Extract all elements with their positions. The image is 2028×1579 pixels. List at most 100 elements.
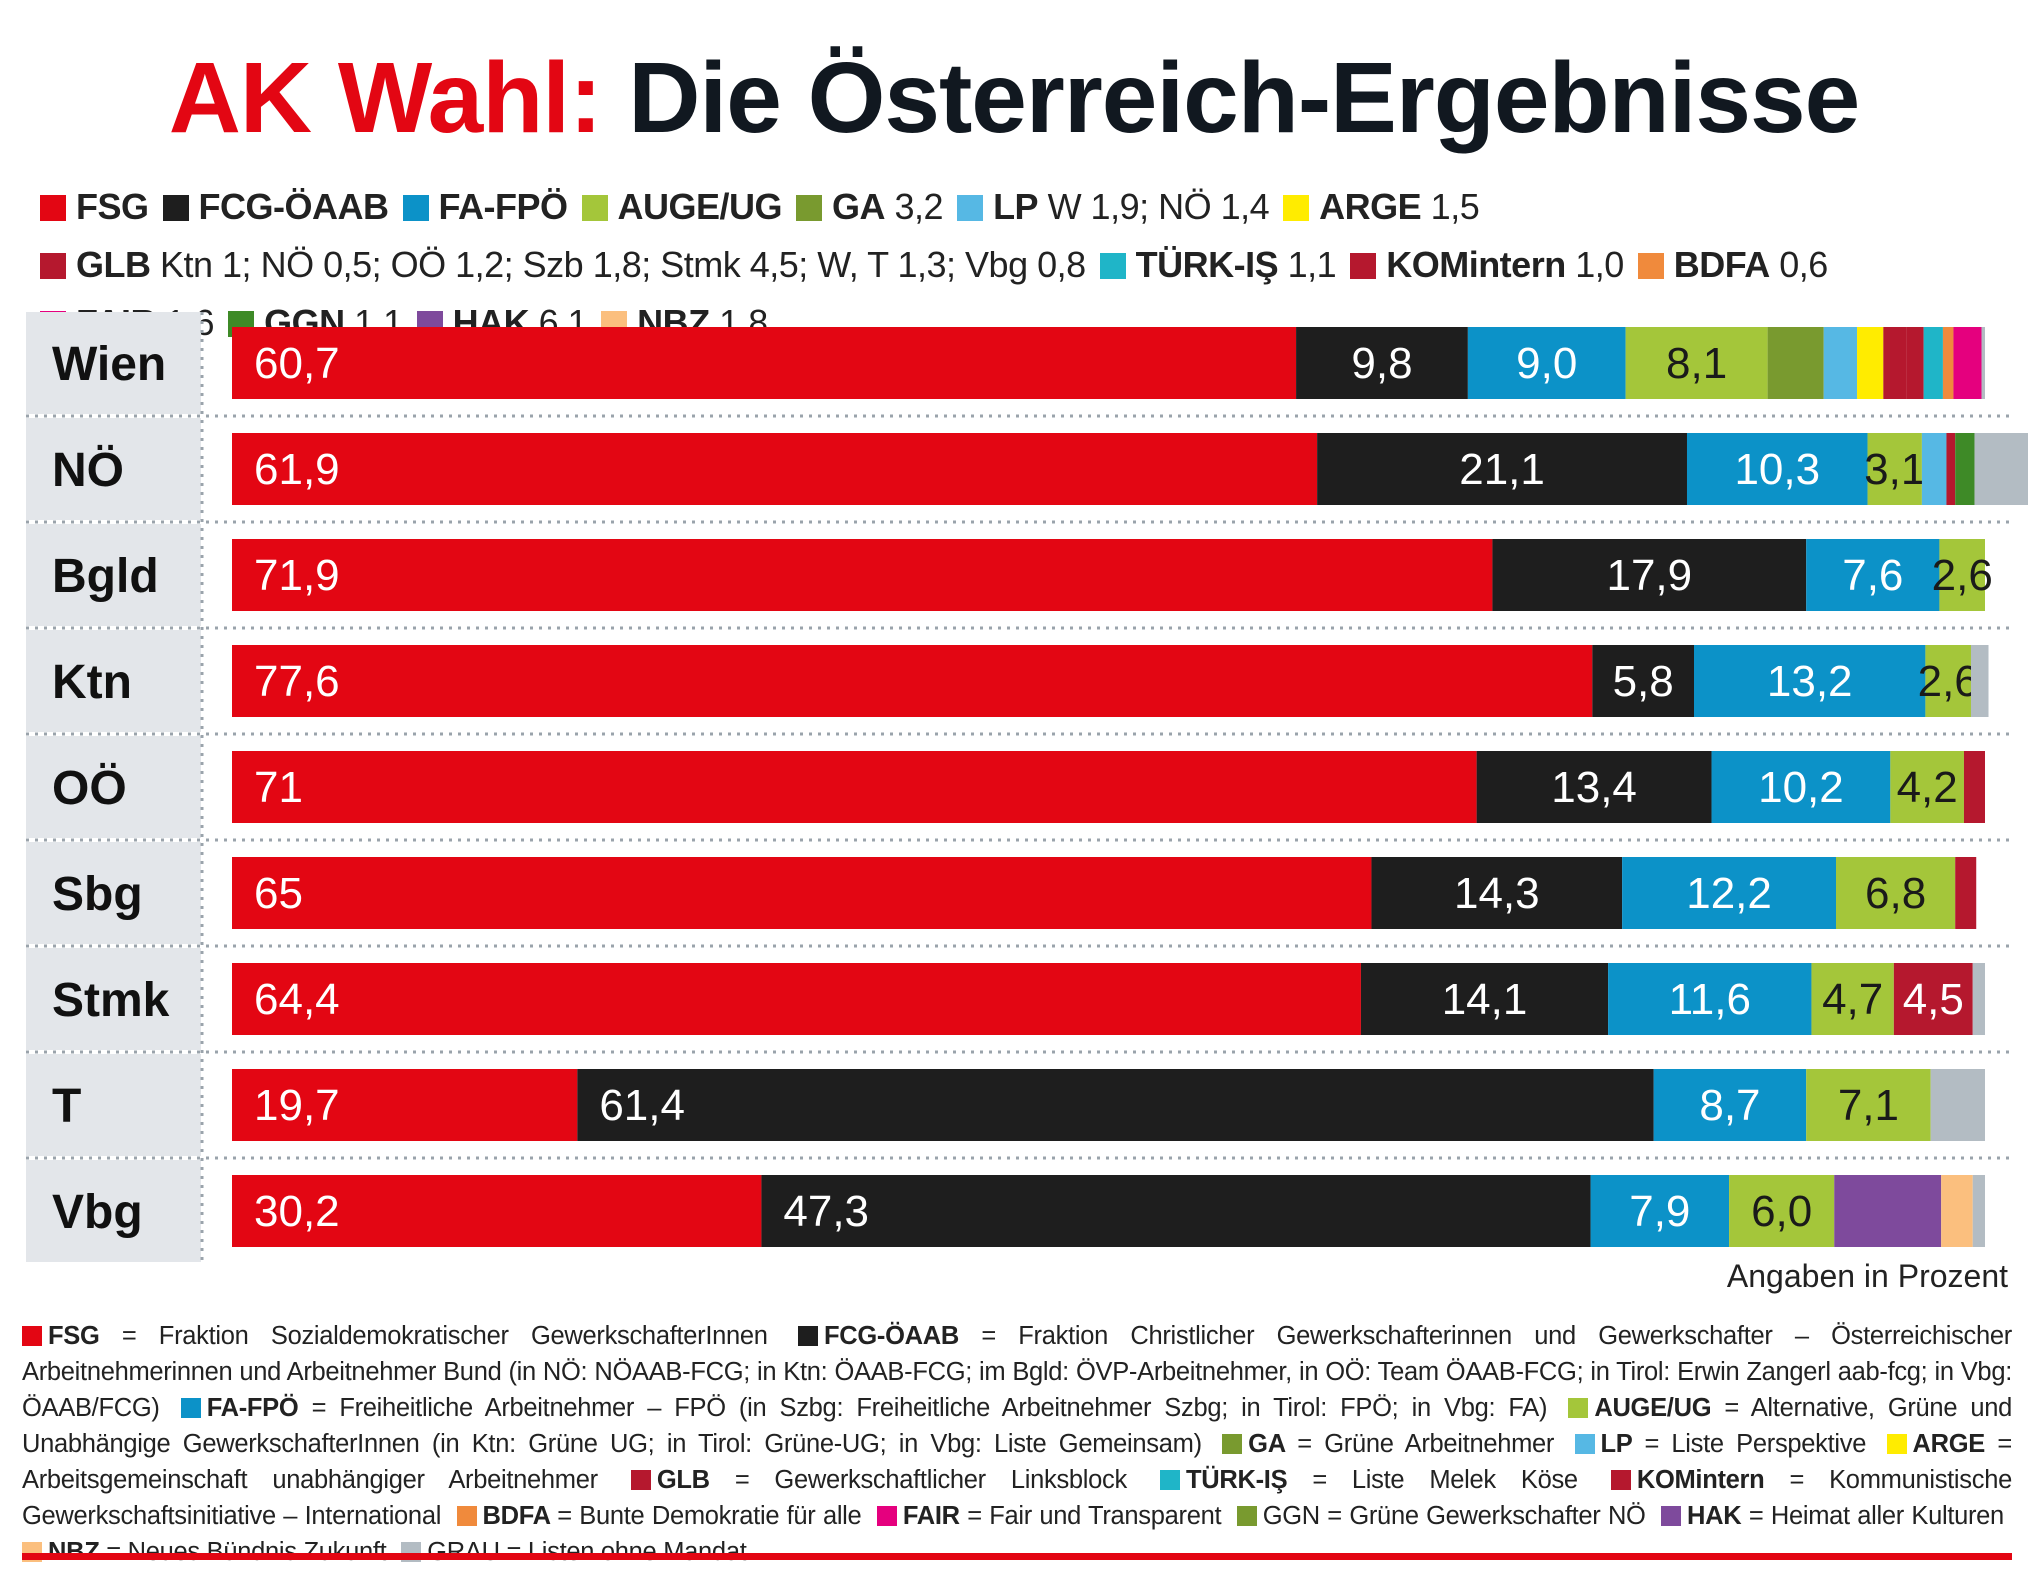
- chart-row: OÖ 71 13,4 10,2 4,2: [26, 736, 2010, 842]
- legend-item: ARGE 1,5: [1283, 178, 1480, 236]
- stacked-bar-chart: Wien 60,7 9,8 9,0 8,1 NÖ 61,9 21,1 10,3 3,1 Bgld 71…: [26, 312, 2028, 1262]
- bar-segment-auge: [1806, 1069, 1931, 1141]
- bar-value-label: 12,2: [1686, 869, 1772, 918]
- bar-value-label: 10,2: [1758, 763, 1844, 812]
- bar-segment-fsg: [232, 963, 1361, 1035]
- bar-value-label: 5,8: [1613, 657, 1674, 706]
- footnote-abbr: GLB: [656, 1466, 735, 1494]
- bar-value-label: 6,0: [1751, 1187, 1812, 1236]
- bar-segment-auge: [1890, 751, 1964, 823]
- bar-segment-glb: [1883, 327, 1907, 399]
- bar-segment-auge: [1729, 1175, 1835, 1247]
- chart-row: Wien 60,7 9,8 9,0 8,1: [26, 312, 2010, 418]
- row-label: NÖ: [52, 444, 124, 497]
- bar-segment-grau: [1972, 963, 1985, 1035]
- bar-segment-glb: [1893, 963, 1973, 1035]
- bar-value-label: 13,4: [1551, 763, 1637, 812]
- bar-segment-arge: [1857, 327, 1884, 399]
- bar-value-label: 30,2: [254, 1187, 340, 1236]
- footnote-text: = Bunte Demokratie für alle: [557, 1502, 862, 1530]
- footnote-item: ARGE = Arbeitsgemeinschaft unabhängiger …: [22, 1430, 2012, 1494]
- legend-swatch: [581, 195, 608, 221]
- bar-segment-auge: [1867, 433, 1922, 505]
- legend-swatch: [162, 195, 189, 221]
- footnote-item: BDFA = Bunte Demokratie für alle: [456, 1502, 862, 1530]
- bar-segment-turk: [1923, 327, 1943, 399]
- bar-value-label: 77,6: [254, 657, 340, 706]
- bar-value-label: 21,1: [1459, 445, 1545, 494]
- bar-segment-grau: [1972, 1175, 1985, 1247]
- bar-value-label: 64,4: [254, 975, 340, 1024]
- legend-abbr: FCG-ÖAAB: [198, 186, 389, 227]
- row-label: Stmk: [52, 974, 170, 1027]
- legend-abbr: FA-FPÖ: [438, 186, 569, 227]
- footnote-text: = Gewerkschaftlicher Linksblock: [734, 1466, 1127, 1494]
- bar-segment-bdfa: [1942, 327, 1954, 399]
- bar-segment-fcg: [1592, 645, 1695, 717]
- bar-value-label: 47,3: [783, 1187, 869, 1236]
- footnote-swatch: [1610, 1470, 1631, 1490]
- chart-row: Vbg 30,2 47,3 7,9 6,0: [26, 1160, 1985, 1262]
- bar-segment-fsg: [232, 327, 1297, 399]
- bar-segment-fa: [1711, 751, 1891, 823]
- footnote-item: FA-FPÖ = Freiheitliche Arbeitnehmer – FP…: [180, 1394, 1547, 1422]
- legend-abbr: BDFA: [1673, 244, 1771, 285]
- bar-segment-fsg: [232, 751, 1477, 823]
- footnote-text: = Fraktion Sozialdemokratischer Gewerksc…: [121, 1322, 768, 1350]
- bar-segment-fa: [1590, 1175, 1730, 1247]
- footnote-text: = Alternative, Grüne und Unabhängige Gew…: [22, 1394, 2012, 1458]
- bar-segment-auge: [1939, 539, 1985, 611]
- bar-segment-glb: [1963, 751, 1985, 823]
- legend-abbr: AUGE/UG: [617, 186, 783, 227]
- footnote-abbr: BDFA: [482, 1502, 558, 1530]
- bar-segment-auge: [1811, 963, 1894, 1035]
- row-label-bg: [26, 842, 201, 944]
- footnote-text: = Liste Perspektive: [1644, 1430, 1867, 1458]
- bar-segment-lp: [1921, 433, 1947, 505]
- legend-swatch: [1637, 253, 1664, 279]
- bar-segment-fa: [1686, 433, 1868, 505]
- footnote-swatch: [798, 1326, 818, 1346]
- footnote-item: GGN = Grüne Gewerkschafter NÖ: [1236, 1502, 1646, 1530]
- footnote-text: = Neues Bündnis Zukunft: [106, 1538, 387, 1566]
- bar-segment-fa: [1653, 1069, 1807, 1141]
- legend-note: 1,5: [1421, 186, 1480, 227]
- bar-segment-glb: [1946, 433, 1956, 505]
- row-label-bg: [26, 948, 201, 1050]
- chart-row: Stmk 64,4 14,1 11,6 4,7 4,5: [26, 948, 2010, 1054]
- legend-note: 1,0: [1565, 244, 1624, 285]
- row-label: Wien: [52, 338, 166, 391]
- footnote-item: FSG = Fraktion Sozialdemokratischer Gewe…: [22, 1322, 768, 1350]
- bar-segment-fsg: [232, 1069, 578, 1141]
- footnote-swatch: [180, 1398, 201, 1418]
- footnote-text: GRAU = Listen ohne Mandat: [427, 1538, 747, 1566]
- bar-segment-kom: [1906, 327, 1924, 399]
- legend-swatch: [1350, 253, 1377, 279]
- footnote-abbr: FSG: [48, 1322, 122, 1350]
- legend-item: FSG: [40, 178, 149, 236]
- legend-note: W 1,9; NÖ 1,4: [1038, 186, 1270, 227]
- bar-value-label: 4,5: [1903, 975, 1964, 1024]
- footnote-swatch: [1661, 1506, 1682, 1526]
- bar-segment-grau: [1930, 1069, 1985, 1141]
- legend-abbr: FSG: [76, 186, 149, 227]
- bar-value-label: 8,1: [1666, 339, 1727, 388]
- footnote-item: LP = Liste Perspektive: [1574, 1430, 1867, 1458]
- legend-item: FA-FPÖ: [402, 178, 569, 236]
- bar-segment-fcg: [1317, 433, 1687, 505]
- footnote-text: = Fair und Transparent: [967, 1502, 1222, 1530]
- legend-swatch: [40, 253, 66, 279]
- legend-swatch: [796, 195, 823, 221]
- row-label-bg: [26, 418, 201, 520]
- title-red-part: AK Wahl:: [168, 42, 603, 154]
- legend-swatch: [1283, 195, 1310, 221]
- footnote-swatch: [1574, 1434, 1595, 1454]
- bottom-rule: [22, 1553, 2012, 1560]
- bar-segment-fa: [1622, 857, 1836, 929]
- footnote-swatch: [22, 1326, 42, 1346]
- chart-row: T 19,7 61,4 8,7 7,1: [26, 1054, 2010, 1160]
- footnote-abbr: AUGE/UG: [1594, 1394, 1725, 1422]
- bar-value-label: 9,0: [1516, 339, 1577, 388]
- bar-value-label: 60,7: [254, 339, 340, 388]
- bar-segment-fsg: [232, 857, 1372, 929]
